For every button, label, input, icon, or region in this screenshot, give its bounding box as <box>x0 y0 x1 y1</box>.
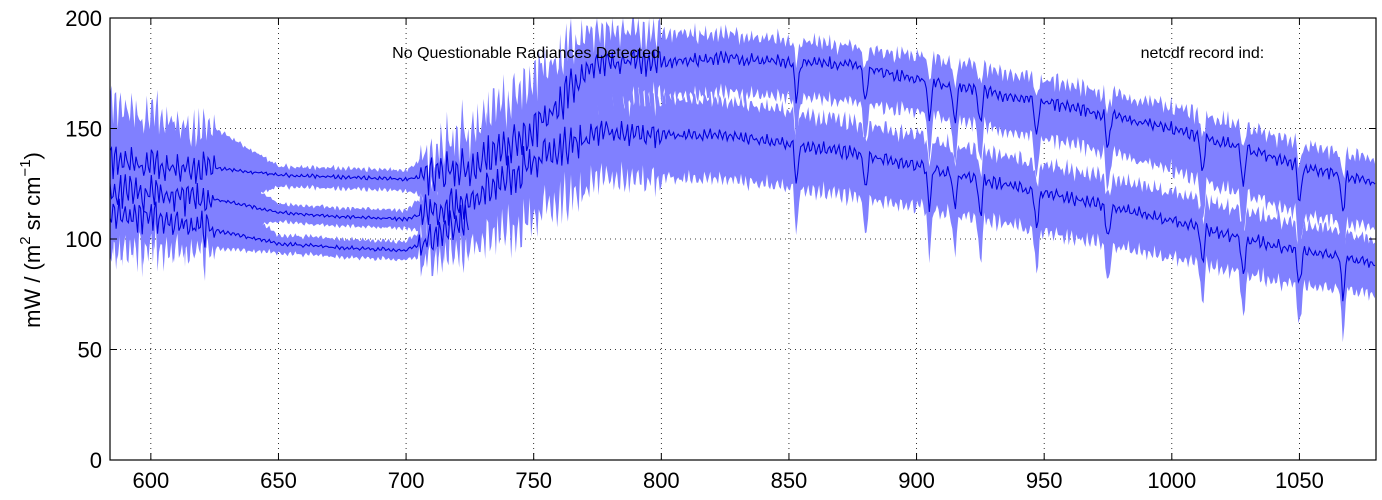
x-tick-label-9: 1050 <box>1275 468 1324 493</box>
x-tick-label-0: 600 <box>132 468 169 493</box>
tick-layer: 600 650 700 750 800 850 900 950 1000 1050 0 50 100 15… <box>65 6 1376 493</box>
y-axis-label: mW / (m2 sr cm−1) <box>17 152 45 328</box>
y-tick-label-3: 150 <box>65 117 102 142</box>
y-axis-label-sup2: −1 <box>17 159 34 176</box>
x-tick-label-3: 750 <box>515 468 552 493</box>
x-tick-label-1: 650 <box>260 468 297 493</box>
y-tick-label-1: 50 <box>78 338 102 363</box>
y-axis-label-sup1: 2 <box>17 236 34 244</box>
annotation-0: No Questionable Radiances Detected <box>392 45 660 62</box>
series-mean-line-0 <box>109 49 1376 212</box>
x-tick-label-8: 1000 <box>1147 468 1196 493</box>
line-layer <box>109 49 1376 302</box>
x-tick-label-5: 850 <box>771 468 808 493</box>
y-axis-label-prefix: mW / (m <box>20 245 45 328</box>
series-mean-line-2 <box>109 198 469 256</box>
x-tick-label-7: 950 <box>1026 468 1063 493</box>
annotation-1: netcdf record ind: <box>1141 45 1265 62</box>
x-tick-label-6: 900 <box>898 468 935 493</box>
x-tick-label-2: 700 <box>388 468 425 493</box>
series-mean-line-1 <box>109 120 1376 302</box>
series-band-1 <box>110 73 1375 343</box>
y-tick-label-4: 200 <box>65 6 102 31</box>
x-tick-label-4: 800 <box>643 468 680 493</box>
series-band-0 <box>110 18 1375 266</box>
y-axis-label-mid: sr cm <box>20 177 45 237</box>
y-axis-label-suffix: ) <box>20 152 45 159</box>
annotation-layer: No Questionable Radiances Detected netcdf… <box>392 45 1264 62</box>
y-tick-label-2: 100 <box>65 227 102 252</box>
y-tick-label-0: 0 <box>90 448 102 473</box>
band-layer <box>110 18 1375 343</box>
